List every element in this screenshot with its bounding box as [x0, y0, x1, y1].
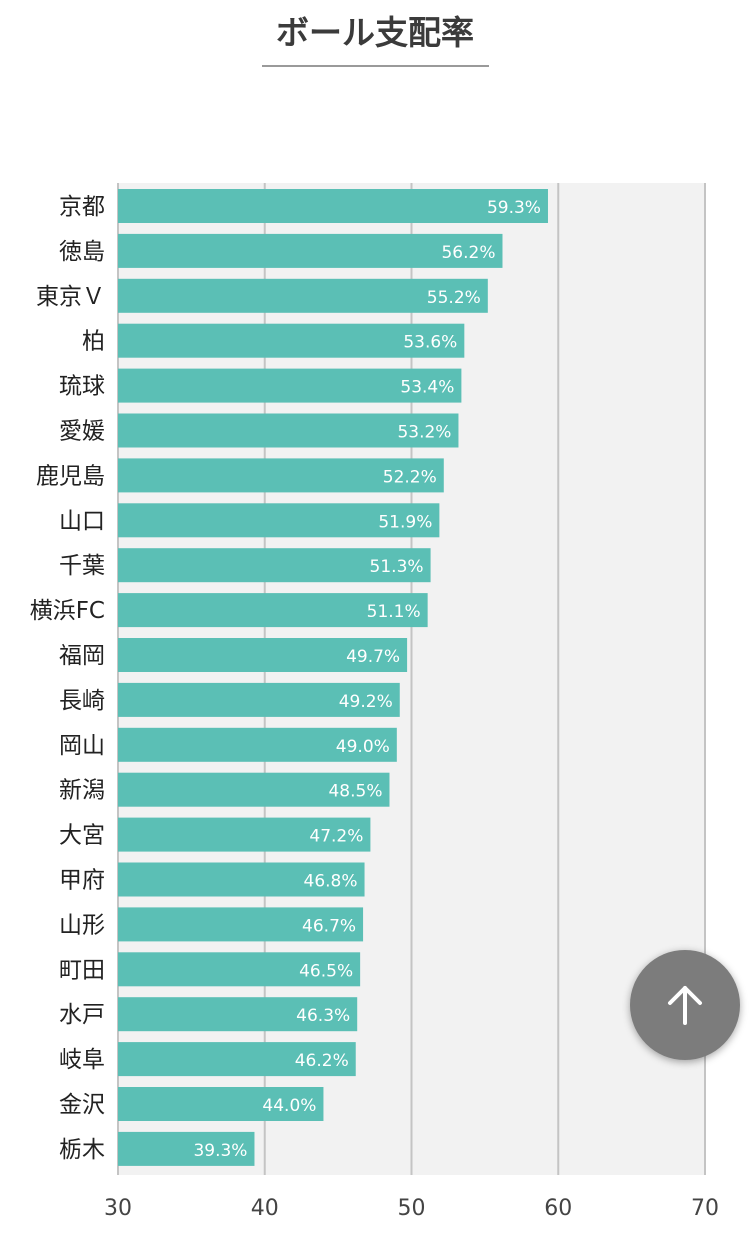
data-label: 52.2% [383, 467, 437, 487]
data-label: 49.2% [339, 692, 393, 712]
data-label: 53.2% [397, 423, 451, 443]
category-label: 京都 [59, 194, 105, 220]
bar [118, 368, 462, 403]
category-label: 大宮 [59, 823, 105, 849]
category-label: 千葉 [59, 553, 105, 579]
category-label: 岐阜 [59, 1047, 105, 1073]
data-label: 46.3% [296, 1006, 350, 1026]
bar [118, 189, 548, 223]
bar [118, 772, 390, 807]
data-label: 46.2% [295, 1051, 349, 1071]
page-title: ボール支配率 [276, 13, 474, 52]
category-label: 愛媛 [59, 419, 105, 445]
bar [118, 593, 428, 628]
x-tick-label: 40 [251, 1196, 279, 1221]
bar [118, 1087, 324, 1121]
bar [118, 548, 431, 583]
bar [118, 503, 440, 538]
bar [118, 862, 365, 897]
data-label: 39.3% [193, 1141, 247, 1161]
data-label: 51.9% [378, 512, 432, 532]
category-label: 金沢 [59, 1092, 105, 1118]
bar [118, 952, 361, 987]
data-label: 51.1% [367, 602, 421, 622]
category-label: 山形 [59, 912, 105, 938]
bar [118, 817, 371, 852]
data-label: 49.0% [336, 737, 390, 757]
category-label: 福岡 [59, 643, 105, 669]
data-label: 53.4% [400, 378, 454, 398]
data-label: 55.2% [427, 288, 481, 308]
data-label: 49.7% [346, 647, 400, 667]
data-label: 46.8% [304, 872, 358, 892]
category-label: 徳島 [59, 239, 105, 265]
data-label: 56.2% [441, 243, 495, 263]
scroll-to-top-button[interactable] [630, 950, 740, 1060]
x-tick-label: 60 [544, 1196, 572, 1221]
bar [118, 638, 408, 672]
category-label: 新潟 [59, 778, 105, 804]
x-tick-label: 50 [398, 1196, 426, 1221]
category-label: 町田 [59, 957, 105, 983]
bar [118, 233, 503, 268]
bar [118, 997, 358, 1032]
data-label: 59.3% [487, 198, 541, 218]
category-label: 琉球 [59, 374, 105, 400]
data-label: 51.3% [370, 557, 424, 577]
category-label: 水戸 [59, 1002, 105, 1028]
category-label: 柏 [82, 329, 105, 355]
bar [118, 1131, 255, 1166]
category-label: 鹿児島 [36, 463, 105, 489]
category-label: 岡山 [59, 733, 105, 759]
bar [118, 727, 397, 762]
category-label: 山口 [59, 508, 105, 534]
data-label: 46.7% [302, 916, 356, 936]
category-label: 長崎 [59, 688, 105, 714]
bar [118, 278, 488, 313]
data-label: 53.6% [403, 333, 457, 353]
x-tick-label: 30 [104, 1196, 132, 1221]
category-label: 東京Ｖ [36, 284, 105, 310]
data-label: 48.5% [328, 782, 382, 802]
bar [118, 907, 364, 942]
arrow-up-icon [668, 986, 702, 1025]
category-label: 横浜FC [30, 598, 105, 624]
title-underline [262, 65, 489, 67]
bar [118, 458, 444, 493]
x-tick-label: 70 [691, 1196, 719, 1221]
bar [118, 413, 459, 448]
category-label: 甲府 [59, 868, 105, 894]
data-label: 46.5% [299, 961, 353, 981]
category-label: 栃木 [59, 1137, 105, 1163]
data-label: 44.0% [262, 1096, 316, 1116]
bar [118, 323, 465, 358]
bar [118, 682, 400, 717]
data-label: 47.2% [309, 827, 363, 847]
bar [118, 1042, 356, 1077]
